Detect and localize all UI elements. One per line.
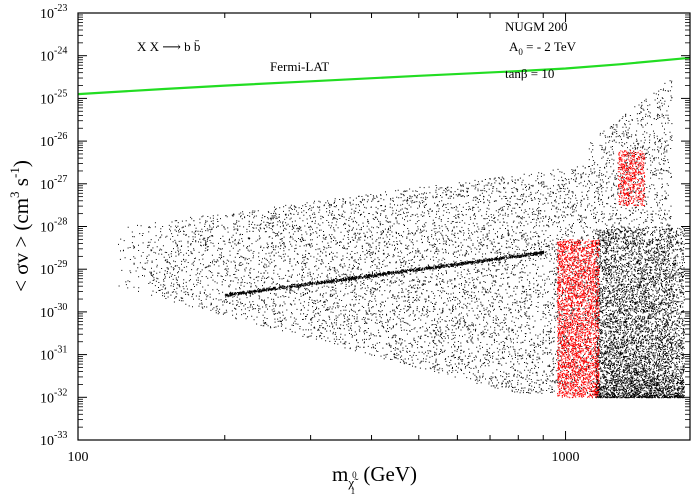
scatter-red-points: [556, 150, 646, 399]
y-tick-label: 10-31: [40, 345, 67, 364]
y-tick-label: 10-26: [40, 131, 67, 150]
fermi-lat-line: [77, 56, 691, 96]
scatter-black-points: [118, 80, 685, 399]
scatter-point-cloud-black: [118, 80, 685, 399]
model-label: NUGM 200: [505, 19, 567, 34]
y-tick-label: 10-30: [40, 302, 67, 321]
x-axis-ticks: 100 1000: [68, 13, 580, 465]
fermi-lat-label: Fermi-LAT: [270, 59, 329, 74]
y-tick-label: 10-33: [40, 430, 67, 449]
y-tick-label: 10-32: [40, 387, 67, 406]
a0-label: A0 = - 2 TeV: [509, 39, 577, 57]
y-tick-label: 10-24: [40, 46, 67, 65]
tanbeta-label: tanβ = 10: [505, 66, 554, 81]
x-axis-label: mχ̃0 1 (GeV): [332, 462, 417, 496]
y-tick-label: 10-27: [40, 174, 67, 193]
y-tick-label: 10-23: [40, 3, 67, 22]
y-tick-label: 10-28: [40, 217, 67, 236]
process-label: X X ⟶ b b̄: [137, 39, 200, 54]
y-tick-label: 10-29: [40, 259, 67, 278]
scatter-point-cloud-red: [556, 150, 646, 399]
x-tick-label: 1000: [552, 450, 580, 465]
x-tick-label: 100: [68, 450, 89, 465]
y-axis-ticks: 10-33 10-32 10-31 10-30 10-29 10-28 10-27 10-26…: [40, 3, 690, 449]
y-axis-label: < σv > (cm3 s-1): [7, 160, 33, 292]
y-tick-label: 10-25: [40, 88, 67, 107]
